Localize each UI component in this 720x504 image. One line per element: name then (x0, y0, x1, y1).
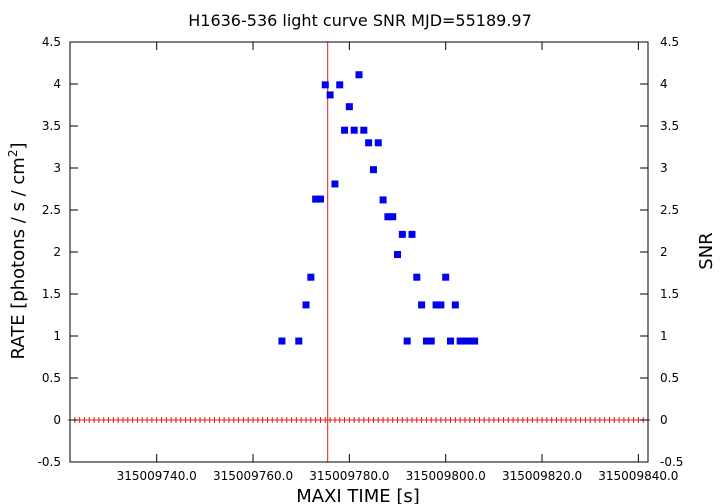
snr-point (379, 196, 387, 204)
snr-point (341, 126, 349, 134)
snr-point (278, 337, 286, 345)
y-tick-label: -0.5 (38, 455, 61, 469)
snr-point (418, 301, 426, 309)
x-tick-label: 315009780.0 (309, 469, 389, 483)
snr-point (413, 273, 421, 281)
y-tick-label: 1 (53, 329, 61, 343)
y2-tick-label: 4.5 (660, 35, 679, 49)
chart-title: H1636-536 light curve SNR MJD=55189.97 (188, 11, 532, 30)
snr-point (331, 180, 339, 188)
snr-point (384, 213, 392, 221)
snr-point (422, 337, 430, 345)
y-tick-label: 4 (53, 77, 61, 91)
x-axis-ticks: 315009740.0 315009760.0 315009780.0 3150098… (117, 42, 678, 483)
snr-point (447, 337, 455, 345)
snr-point (408, 230, 416, 238)
y2-tick-label: 3 (660, 161, 668, 175)
x-tick-label: 315009840.0 (598, 469, 678, 483)
y2-tick-label: -0.5 (660, 455, 683, 469)
snr-series (278, 71, 479, 345)
snr-point (336, 81, 344, 89)
x-axis-label: MAXI TIME [s] (296, 486, 420, 504)
y-axis-label: RATE [photons / s / cm2] (6, 142, 29, 359)
y-axis-label-close: ] (8, 142, 29, 149)
snr-point (394, 251, 402, 259)
y2-axis-label: SNR (696, 232, 717, 269)
y-axis-right-ticks: -0.5 0 0.5 1 1.5 2 2.5 3 3.5 4 4.5 (640, 35, 683, 469)
plot-frame (69, 41, 649, 463)
x-tick-label: 315009800.0 (406, 469, 486, 483)
y2-tick-label: 0 (660, 413, 668, 427)
snr-point (302, 301, 310, 309)
snr-point (471, 337, 479, 345)
snr-point (442, 273, 450, 281)
snr-point (403, 337, 411, 345)
snr-point (427, 337, 435, 345)
snr-point (451, 301, 459, 309)
y-tick-label: 3 (53, 161, 61, 175)
y2-tick-label: 1 (660, 329, 668, 343)
y2-tick-label: 4 (660, 77, 668, 91)
snr-point (437, 301, 445, 309)
snr-point (365, 139, 373, 147)
x-tick-label: 315009760.0 (213, 469, 293, 483)
snr-point (369, 166, 377, 174)
x-tick-label: 315009820.0 (502, 469, 582, 483)
snr-point (295, 337, 303, 345)
snr-point (432, 301, 440, 309)
y-tick-label: 0.5 (42, 371, 61, 385)
y2-tick-label: 2 (660, 245, 668, 259)
snr-point (374, 139, 382, 147)
snr-point (355, 71, 363, 79)
snr-point (456, 337, 464, 345)
y-tick-label: 0 (53, 413, 61, 427)
y-axis-left-ticks: -0.5 0 0.5 1 1.5 2 2.5 3 3.5 4 4.5 (38, 35, 78, 469)
snr-point (466, 337, 474, 345)
y-axis-label-main: RATE [photons / s / cm (8, 157, 29, 359)
y-tick-label: 2.5 (42, 203, 61, 217)
snr-point (350, 126, 358, 134)
y-tick-label: 1.5 (42, 287, 61, 301)
y-axis-label-sup: 2 (6, 150, 20, 158)
snr-point (389, 213, 397, 221)
snr-point (316, 195, 324, 203)
y2-tick-label: 0.5 (660, 371, 679, 385)
y2-tick-label: 2.5 (660, 203, 679, 217)
snr-point (326, 91, 334, 99)
y2-tick-label: 3.5 (660, 119, 679, 133)
y-tick-label: 3.5 (42, 119, 61, 133)
snr-point (307, 273, 315, 281)
snr-point (321, 81, 329, 89)
x-tick-label: 315009740.0 (117, 469, 197, 483)
rate-series (67, 417, 651, 423)
snr-point (398, 230, 406, 238)
snr-point (345, 103, 353, 111)
y-tick-label: 4.5 (42, 35, 61, 49)
snr-point (312, 195, 320, 203)
y-tick-label: 2 (53, 245, 61, 259)
snr-point (461, 337, 469, 345)
snr-point (360, 126, 368, 134)
y2-tick-label: 1.5 (660, 287, 679, 301)
